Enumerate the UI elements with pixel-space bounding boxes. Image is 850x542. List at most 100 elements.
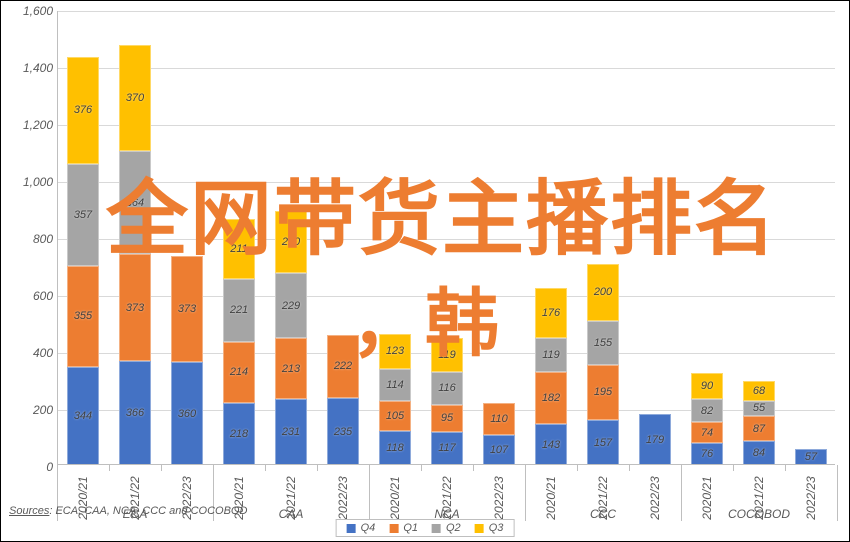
bar-value-label: 360 — [171, 408, 203, 420]
stacked-bar: 231213229220 — [275, 211, 307, 466]
x-tick-year-label: 2022/23 — [492, 476, 506, 519]
stacked-bar: 366373364370 — [119, 45, 151, 465]
x-minor-tick — [785, 465, 786, 471]
legend-label: Q2 — [446, 522, 461, 534]
x-group-label: COCOBOD — [728, 507, 790, 521]
x-tick-year-label: 2020/21 — [544, 476, 558, 519]
x-tick-year-label: 2020/21 — [700, 476, 714, 519]
stacked-bar: 118105114123 — [379, 334, 411, 465]
legend-item-Q4: Q4 — [347, 522, 376, 534]
stacked-bar: 76748290 — [691, 373, 723, 465]
bar-value-label: 76 — [691, 448, 723, 460]
x-minor-tick — [265, 465, 266, 471]
stacked-bar: 360 373 — [171, 256, 203, 465]
y-tick-label: 200 — [33, 403, 53, 417]
bar-value-label: 376 — [67, 104, 99, 116]
x-minor-tick — [473, 465, 474, 471]
legend-label: Q3 — [489, 522, 504, 534]
x-tick-year-label: 2022/23 — [648, 476, 662, 519]
bar-value-label: 195 — [587, 386, 619, 398]
y-tick-label: 0 — [46, 460, 53, 474]
stacked-bar: 218214221211 — [223, 219, 255, 465]
legend-item-Q2: Q2 — [432, 522, 461, 534]
bar-value-label: 218 — [223, 428, 255, 440]
bar-value-label: 235 — [327, 426, 359, 438]
stacked-bar: 57 — [795, 449, 827, 465]
x-group-label: CCC — [590, 507, 616, 521]
bar-value-label: 57 — [795, 451, 827, 463]
sources-label: Sources — [9, 505, 49, 517]
bar-value-label: 176 — [535, 307, 567, 319]
bar-value-label: 143 — [535, 439, 567, 451]
bar-value-label: 357 — [67, 209, 99, 221]
y-tick-label: 1,400 — [23, 61, 53, 75]
bar-value-label: 110 — [483, 413, 515, 425]
x-group-label: CAA — [279, 507, 304, 521]
bar-value-label: 84 — [743, 447, 775, 459]
bar-value-label: 366 — [119, 407, 151, 419]
bar-value-label: 221 — [223, 304, 255, 316]
x-minor-tick — [421, 465, 422, 471]
bars-container: 3443553573763663733643703603732182142212… — [57, 11, 835, 465]
bar-value-label: 107 — [483, 444, 515, 456]
x-tick-year-label: 2022/23 — [336, 476, 350, 519]
legend-item-Q3: Q3 — [475, 522, 504, 534]
x-minor-tick — [161, 465, 162, 471]
bar-value-label: 355 — [67, 310, 99, 322]
bar-value-label: 119 — [535, 349, 567, 361]
x-minor-tick — [317, 465, 318, 471]
bar-value-label: 220 — [275, 236, 307, 248]
plot-area: 3443553573763663733643703603732182142212… — [57, 11, 835, 465]
bar-value-label: 95 — [431, 412, 463, 424]
bar-value-label: 200 — [587, 286, 619, 298]
x-minor-tick — [733, 465, 734, 471]
bar-value-label: 118 — [379, 442, 411, 454]
bar-value-label: 82 — [691, 405, 723, 417]
stacked-bar: 143 182 119 176 — [535, 288, 567, 465]
bar-value-label: 68 — [743, 385, 775, 397]
bar-value-label: 117 — [431, 442, 463, 454]
y-tick-label: 600 — [33, 289, 53, 303]
bar-value-label: 105 — [379, 410, 411, 422]
bar-value-label: 157 — [587, 437, 619, 449]
bar-value-label: 155 — [587, 337, 619, 349]
y-tick-label: 400 — [33, 346, 53, 360]
group-separator — [837, 465, 838, 521]
stacked-bar: 179 — [639, 414, 671, 465]
y-tick-label: 1,600 — [23, 4, 53, 18]
bar-value-label: 116 — [431, 382, 463, 394]
bar-value-label: 344 — [67, 410, 99, 422]
group-separator — [525, 465, 526, 521]
bar-value-label: 55 — [743, 402, 775, 414]
y-axis-line — [57, 11, 58, 465]
bar-value-label: 182 — [535, 392, 567, 404]
stacked-bar: 107 110 — [483, 403, 515, 465]
legend-label: Q4 — [361, 522, 376, 534]
legend-label: Q1 — [403, 522, 418, 534]
x-tick-year-label: 2020/21 — [388, 476, 402, 519]
bar-value-label: 214 — [223, 366, 255, 378]
legend-swatch — [475, 524, 484, 533]
stacked-bar: 235 222 — [327, 335, 359, 465]
bar-value-label: 231 — [275, 426, 307, 438]
bar-value-label: 364 — [119, 197, 151, 209]
y-tick-label: 800 — [33, 232, 53, 246]
y-tick-label: 1,200 — [23, 118, 53, 132]
x-minor-tick — [109, 465, 110, 471]
x-minor-tick — [577, 465, 578, 471]
x-tick-year-label: 2022/23 — [804, 476, 818, 519]
stacked-bar: 157 195 155 200 — [587, 264, 619, 465]
bar-value-label: 119 — [431, 349, 463, 361]
y-tick-label: 1,000 — [23, 175, 53, 189]
legend: Q4 Q1 Q2 Q3 — [336, 519, 515, 537]
legend-swatch — [389, 524, 398, 533]
bar-value-label: 373 — [119, 302, 151, 314]
chart-frame: 3443553573763663733643703603732182142212… — [0, 0, 850, 542]
bar-value-label: 114 — [379, 379, 411, 391]
legend-swatch — [347, 524, 356, 533]
bar-value-label: 222 — [327, 360, 359, 372]
bar-value-label: 229 — [275, 300, 307, 312]
sources-caption: Sources: ECA, CAA, NCA, CCC and COCOBOD — [9, 505, 247, 517]
group-separator — [369, 465, 370, 521]
bar-value-label: 373 — [171, 303, 203, 315]
